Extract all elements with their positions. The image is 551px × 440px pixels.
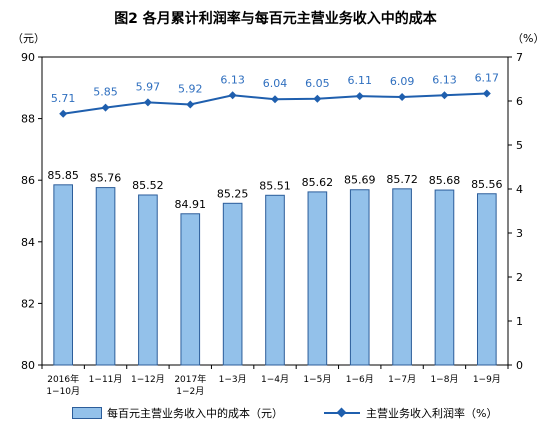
bar-cost: [476, 193, 497, 366]
line-point-profit-rate: [398, 93, 407, 102]
right-axis-tick-label: 0: [516, 359, 523, 372]
x-axis-category-label: 1−2月: [176, 386, 204, 397]
bar-cost: [53, 184, 74, 366]
line-point-profit-rate: [440, 91, 449, 100]
line-point-profit-rate: [482, 89, 491, 98]
legend-item-cost: 每百元主营业务收入中的成本（元）: [72, 405, 283, 421]
line-value-label: 6.13: [220, 73, 245, 86]
x-axis-category-label: 1−12月: [131, 374, 165, 385]
line-point-profit-rate: [143, 98, 152, 107]
bar-cost: [180, 213, 201, 366]
x-axis-category-label: 1−6月: [346, 374, 374, 385]
bar-value-label: 85.56: [471, 178, 503, 191]
right-axis-tick-label: 1: [516, 315, 523, 328]
left-axis-tick-label: 80: [21, 359, 35, 372]
line-value-label: 5.71: [51, 92, 76, 105]
right-axis-tick-label: 2: [516, 271, 523, 284]
line-point-profit-rate: [59, 109, 68, 118]
bar-cost: [434, 189, 455, 366]
legend-bar-swatch: [72, 407, 102, 419]
bar-value-label: 85.85: [47, 169, 79, 182]
left-axis-tick-label: 86: [21, 174, 35, 187]
left-axis-tick-label: 88: [21, 113, 35, 126]
line-point-profit-rate: [313, 94, 322, 103]
line-value-label: 6.11: [347, 74, 372, 87]
line-value-label: 6.05: [305, 77, 330, 90]
x-axis-category-label: 1−5月: [303, 374, 331, 385]
chart-title: 图2 各月累计利润率与每百元主营业务收入中的成本: [114, 11, 437, 27]
x-axis-category-label: 1−11月: [89, 374, 123, 385]
right-axis-tick-label: 4: [516, 183, 523, 196]
x-axis-category-label: 1−8月: [430, 374, 458, 385]
line-point-profit-rate: [228, 91, 237, 100]
legend-label-profit-rate: 主营业务收入利润率（%）: [366, 407, 498, 420]
x-axis-category-label: 1−4月: [261, 374, 289, 385]
line-value-label: 6.13: [432, 73, 457, 86]
bar-cost: [392, 188, 412, 366]
bar-value-label: 85.51: [259, 179, 291, 192]
bar-cost: [307, 191, 328, 366]
bar-value-label: 85.68: [429, 174, 461, 187]
x-axis-category-label: 1−7月: [388, 374, 416, 385]
line-point-profit-rate: [101, 103, 110, 112]
legend-line-swatch: [324, 407, 360, 418]
bar-cost: [95, 187, 116, 366]
bar-cost: [138, 194, 158, 366]
line-value-label: 5.97: [136, 80, 161, 93]
legend-label-cost: 每百元主营业务收入中的成本（元）: [107, 407, 283, 420]
x-axis-category-label: 2017年: [174, 373, 206, 385]
x-axis-category-label: 1−9月: [473, 374, 501, 385]
bar-cost: [222, 202, 243, 366]
left-axis-tick-label: 84: [21, 236, 35, 249]
right-axis-unit: （%）: [512, 32, 545, 45]
line-value-label: 6.04: [263, 77, 288, 90]
line-point-profit-rate: [271, 95, 279, 104]
chart-legend: 每百元主营业务收入中的成本（元） 主营业务收入利润率（%）: [72, 405, 542, 423]
line-point-profit-rate: [355, 92, 364, 101]
right-axis-tick-label: 6: [516, 95, 523, 108]
left-axis-tick-label: 90: [21, 51, 35, 64]
right-axis-tick-label: 5: [516, 139, 523, 152]
x-axis-category-label: 2016年: [47, 373, 79, 385]
bar-value-label: 84.91: [175, 198, 207, 211]
line-value-label: 5.92: [178, 83, 203, 96]
line-value-label: 6.17: [475, 72, 500, 85]
left-axis-unit: （元）: [12, 32, 45, 45]
right-axis-tick-label: 3: [516, 227, 523, 240]
x-axis-category-label: 1−3月: [219, 374, 247, 385]
bar-cost: [349, 189, 370, 366]
bar-value-label: 85.62: [302, 176, 334, 189]
left-axis-tick-label: 82: [21, 297, 35, 310]
right-axis-tick-label: 7: [516, 51, 523, 64]
line-point-profit-rate: [186, 100, 195, 109]
bar-value-label: 85.76: [90, 172, 122, 185]
bar-value-label: 85.72: [386, 173, 418, 186]
legend-item-profit-rate: 主营业务收入利润率（%）: [324, 405, 497, 421]
line-value-label: 6.09: [390, 75, 415, 88]
bar-cost: [265, 194, 285, 366]
bar-value-label: 85.25: [217, 187, 249, 200]
bar-value-label: 85.52: [132, 179, 164, 192]
x-axis-category-label: 1−10月: [46, 386, 80, 397]
line-value-label: 5.85: [93, 86, 118, 99]
bar-value-label: 85.69: [344, 174, 376, 187]
